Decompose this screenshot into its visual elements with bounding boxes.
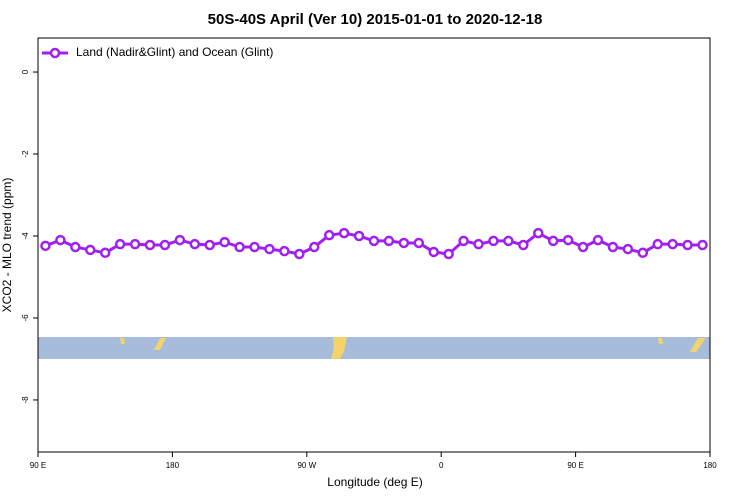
point — [159, 239, 171, 251]
point — [488, 235, 499, 247]
point — [55, 234, 66, 246]
point — [458, 235, 469, 247]
point — [204, 239, 215, 251]
point — [428, 246, 439, 258]
point — [562, 234, 574, 246]
land — [331, 337, 347, 359]
point — [353, 230, 365, 242]
point — [40, 240, 51, 252]
land — [658, 338, 663, 344]
y-tick-label: 0 — [21, 69, 30, 74]
x-axis-label: Longitude (deg E) — [327, 475, 422, 489]
x-tick-label: 180 — [166, 461, 180, 470]
point — [323, 229, 335, 241]
x-tick-label: 180 — [703, 461, 717, 470]
ocean-band — [38, 337, 710, 359]
point — [234, 241, 245, 253]
point — [697, 239, 708, 251]
point — [99, 247, 111, 259]
y-tick-label: -6 — [21, 314, 30, 322]
point — [592, 234, 604, 246]
point — [637, 247, 649, 259]
point — [129, 238, 141, 250]
point — [279, 245, 290, 257]
point — [652, 238, 663, 250]
x-tick-label: 90 E — [30, 461, 46, 470]
y-tick-label: -2 — [21, 150, 30, 158]
x-tick-label: 90 W — [297, 461, 316, 470]
x-tick-label: 0 — [439, 461, 444, 470]
point — [114, 238, 126, 250]
point — [398, 237, 410, 249]
point — [503, 235, 514, 247]
point — [174, 234, 186, 246]
x-tick-label: 90 E — [567, 461, 583, 470]
point — [607, 241, 619, 253]
point — [547, 235, 559, 247]
point — [70, 241, 81, 253]
point — [622, 243, 634, 255]
chart-title: 50S-40S April (Ver 10) 2015-01-01 to 202… — [208, 11, 543, 28]
land — [154, 338, 166, 350]
point — [309, 241, 320, 253]
land — [690, 338, 706, 352]
y-tick-label: -4 — [21, 232, 30, 240]
point — [219, 236, 230, 248]
point — [533, 227, 544, 239]
plot-frame — [37, 37, 711, 453]
point — [338, 227, 350, 239]
legend-label: Land (Nadir&Glint) and Ocean (Glint) — [76, 45, 273, 59]
point — [577, 241, 589, 253]
point — [473, 238, 484, 250]
point — [189, 238, 201, 250]
point — [518, 239, 529, 251]
land-ocean-map — [38, 337, 710, 359]
point — [667, 238, 678, 250]
legend-marker — [49, 47, 61, 59]
point — [682, 239, 693, 251]
y-axis-label: XCO2 - MLO trend (ppm) — [0, 178, 14, 313]
point — [294, 248, 305, 260]
y-tick-label: -8 — [21, 396, 30, 404]
point — [144, 239, 156, 251]
point — [85, 244, 96, 256]
point — [413, 237, 425, 249]
land — [120, 338, 125, 344]
point — [264, 243, 275, 255]
point — [368, 235, 380, 247]
point — [383, 235, 395, 247]
point — [443, 248, 454, 260]
point — [249, 241, 260, 253]
